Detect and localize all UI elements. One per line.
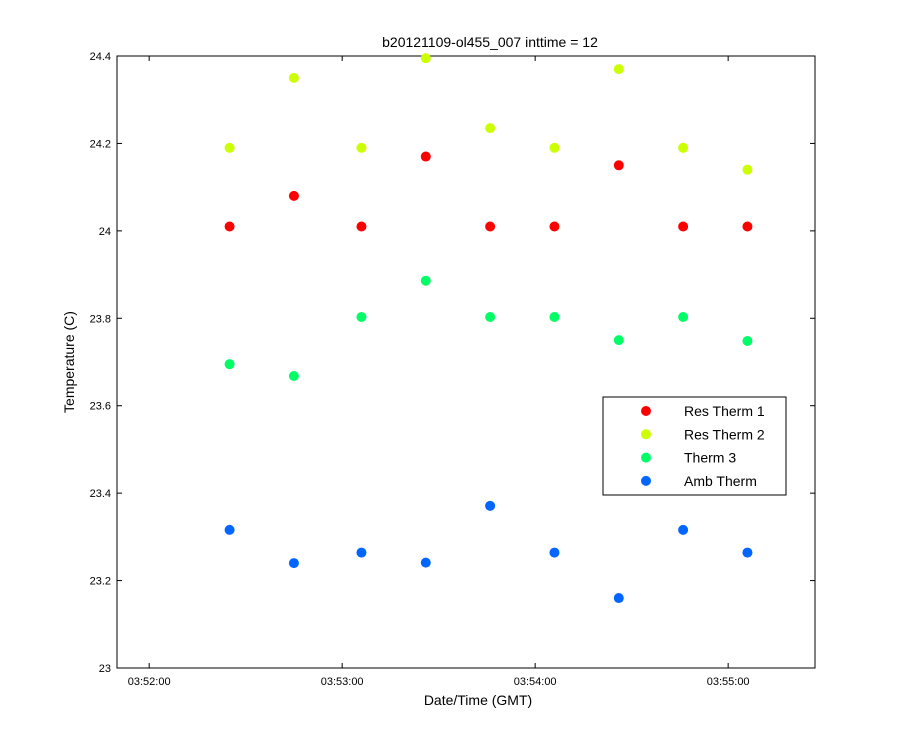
legend-marker bbox=[641, 452, 651, 463]
y-axis-label: Temperature (C) bbox=[61, 311, 77, 413]
data-point bbox=[613, 335, 624, 346]
legend-entry: Therm 3 bbox=[684, 450, 736, 466]
data-point bbox=[485, 311, 496, 322]
data-point bbox=[485, 500, 496, 511]
y-tick-label: 24.4 bbox=[90, 51, 111, 63]
data-point bbox=[356, 142, 367, 153]
chart-title: b20121109-ol455_007 inttime = 12 bbox=[382, 34, 598, 50]
data-point bbox=[613, 593, 624, 604]
data-point bbox=[549, 221, 560, 232]
legend-marker bbox=[641, 406, 651, 416]
data-point bbox=[742, 547, 753, 558]
data-point bbox=[678, 142, 689, 153]
y-tick-label: 23.2 bbox=[90, 576, 111, 588]
data-point bbox=[288, 190, 299, 201]
data-point bbox=[288, 558, 299, 569]
y-axis: 23 23.2 23.4 23.6 23.8 24 24.2 24.4 bbox=[90, 51, 815, 675]
data-point bbox=[288, 370, 299, 381]
y-tick-label: 23.4 bbox=[90, 488, 111, 500]
data-point bbox=[485, 221, 496, 232]
data-point bbox=[224, 359, 235, 370]
y-tick-label: 23 bbox=[99, 663, 111, 675]
x-axis-label: Date/Time (GMT) bbox=[424, 692, 532, 708]
legend-box bbox=[602, 396, 787, 496]
x-axis: 03:52:00 03:53:00 03:54:00 03:55:00 bbox=[128, 56, 750, 688]
data-points bbox=[224, 53, 753, 604]
data-point bbox=[356, 547, 367, 558]
data-point bbox=[742, 336, 753, 347]
x-tick-label: 03:55:00 bbox=[707, 676, 750, 688]
y-tick-label: 23.8 bbox=[90, 313, 111, 325]
data-point bbox=[549, 311, 560, 322]
data-point bbox=[288, 72, 299, 83]
data-point bbox=[420, 53, 431, 64]
data-point bbox=[420, 275, 431, 286]
y-tick-label: 24.2 bbox=[90, 138, 111, 150]
legend: Res Therm 1 Res Therm 2 Therm 3 Amb Therm bbox=[602, 396, 787, 496]
data-point bbox=[356, 311, 367, 322]
legend-entry: Res Therm 1 bbox=[684, 403, 765, 419]
data-point bbox=[678, 221, 689, 232]
legend-marker bbox=[641, 475, 651, 486]
x-tick-label: 03:52:00 bbox=[128, 676, 171, 688]
legend-marker bbox=[641, 429, 651, 440]
legend-entry: Amb Therm bbox=[684, 473, 757, 489]
data-point bbox=[549, 547, 560, 558]
data-point bbox=[224, 524, 235, 535]
legend-entry: Res Therm 2 bbox=[684, 426, 765, 442]
y-tick-label: 24 bbox=[99, 226, 111, 238]
data-point bbox=[613, 160, 624, 171]
x-tick-label: 03:53:00 bbox=[321, 676, 364, 688]
y-tick-label: 23.6 bbox=[90, 401, 111, 413]
data-point bbox=[485, 123, 496, 134]
data-point bbox=[549, 142, 560, 153]
data-point bbox=[224, 142, 235, 153]
data-point bbox=[678, 524, 689, 535]
plot-area bbox=[116, 55, 816, 669]
data-point bbox=[224, 221, 235, 232]
data-point bbox=[678, 311, 689, 322]
data-point bbox=[742, 221, 753, 232]
data-point bbox=[420, 557, 431, 568]
x-tick-label: 03:54:00 bbox=[514, 676, 557, 688]
data-point bbox=[420, 151, 431, 162]
data-point bbox=[356, 221, 367, 232]
data-point bbox=[742, 164, 753, 175]
data-point bbox=[613, 64, 624, 75]
